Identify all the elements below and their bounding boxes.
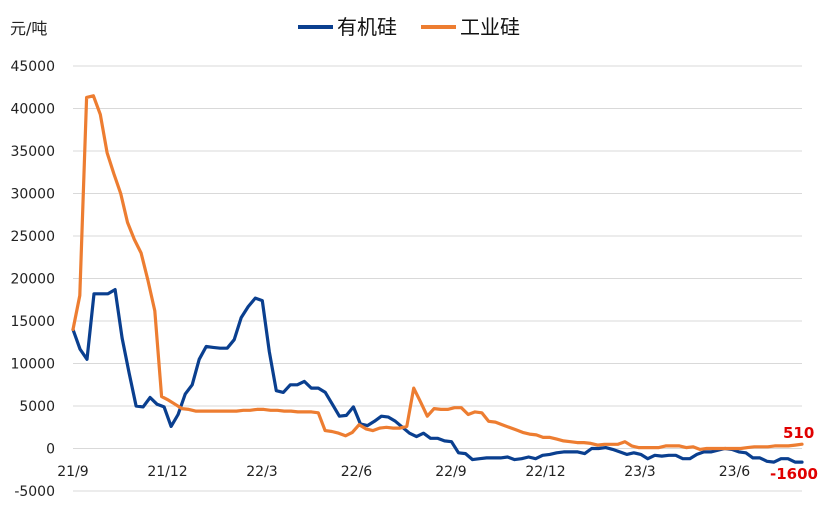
legend-label-organic-silicon: 有机硅	[337, 15, 397, 39]
legend-label-industrial-silicon: 工业硅	[460, 15, 520, 39]
gridlines	[73, 65, 802, 492]
x-axis-tick-labels: 21/9 21/12 22/3 22/6 22/9 22/12 23/3 23/6	[57, 464, 750, 480]
legend: 有机硅 工业硅	[298, 15, 520, 39]
x-tick-label: 22/12	[525, 464, 565, 480]
x-tick-label: 22/3	[246, 464, 277, 480]
y-tick-label: 30000	[10, 187, 55, 203]
x-tick-label: 21/9	[57, 464, 88, 480]
y-tick-label: -5000	[14, 484, 55, 500]
series-line-organic-silicon	[71, 288, 804, 464]
x-tick-label: 22/9	[435, 464, 466, 480]
x-tick-label: 21/12	[147, 464, 187, 480]
y-axis-unit-label: 元/吨	[10, 19, 47, 38]
end-value-label-industrial-silicon: 510	[783, 424, 814, 442]
y-tick-label: 10000	[10, 357, 55, 373]
y-tick-label: 25000	[10, 229, 55, 245]
y-axis-tick-labels: -5000 0 5000 10000 15000 20000 25000 30000 35000…	[10, 59, 55, 500]
y-tick-label: 35000	[10, 144, 55, 160]
series-line-industrial-silicon	[71, 94, 804, 451]
end-value-label-organic-silicon: -1600	[770, 465, 818, 483]
y-tick-label: 40000	[10, 102, 55, 118]
x-tick-label: 22/6	[341, 464, 373, 480]
y-tick-label: 0	[46, 442, 55, 458]
y-tick-label: 15000	[10, 314, 55, 330]
y-tick-label: 20000	[10, 272, 55, 288]
y-tick-label: 5000	[19, 399, 55, 415]
series-lines	[71, 94, 804, 464]
x-tick-label: 23/3	[624, 464, 655, 480]
y-tick-label: 45000	[10, 59, 55, 75]
x-tick-label: 23/6	[719, 464, 751, 480]
